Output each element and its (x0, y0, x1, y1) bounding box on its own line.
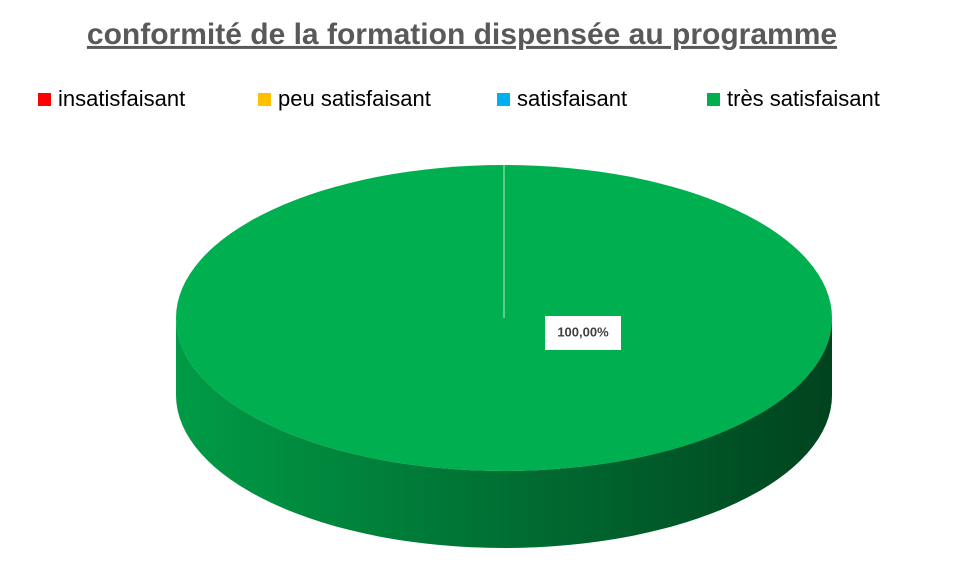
data-label-box (545, 316, 621, 350)
pie-side-shade (176, 318, 832, 548)
legend-swatch (707, 93, 720, 106)
chart-title: conformité de la formation dispensée au … (87, 18, 837, 51)
legend-swatch (38, 93, 51, 106)
legend-label: peu satisfaisant (278, 86, 431, 111)
data-label: 100,00% (557, 324, 609, 339)
legend-swatch (258, 93, 271, 106)
legend-label: insatisfaisant (58, 86, 185, 111)
legend-swatch (497, 93, 510, 106)
legend-label: satisfaisant (517, 86, 627, 111)
legend-label: très satisfaisant (727, 86, 880, 111)
